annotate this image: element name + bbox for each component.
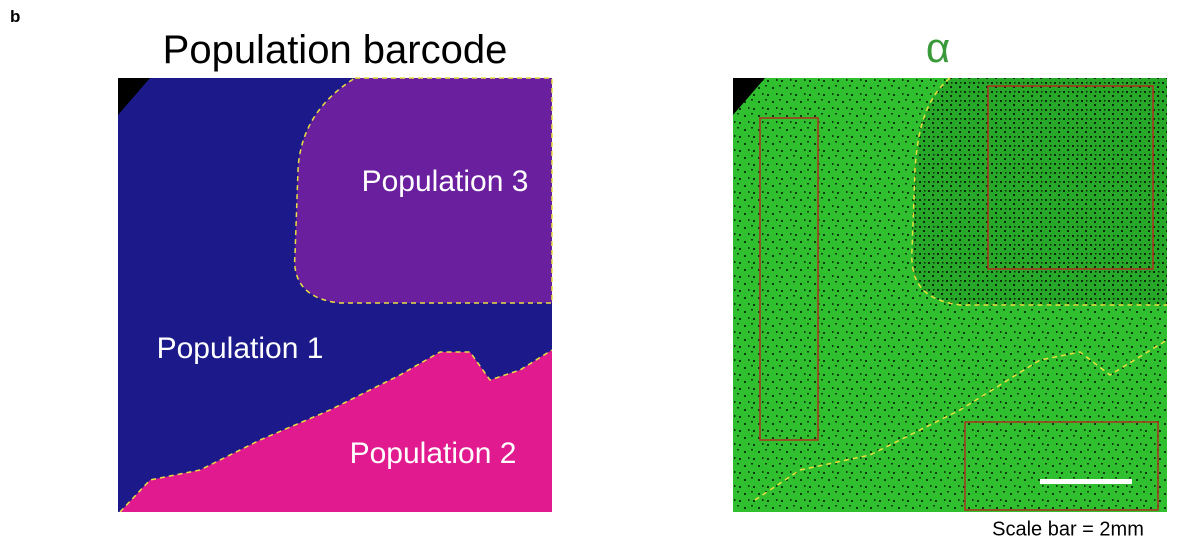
scale-caption: Scale bar = 2mm [992,518,1144,540]
population-label: Population 1 [157,332,324,365]
population-label: Population 2 [350,437,517,470]
left-title: Population barcode [163,28,508,72]
right-title: α [926,24,950,71]
barcode-image [118,77,553,513]
alpha-image [733,77,1168,512]
panel-label: b [10,7,20,26]
population-label: Population 3 [362,165,529,198]
